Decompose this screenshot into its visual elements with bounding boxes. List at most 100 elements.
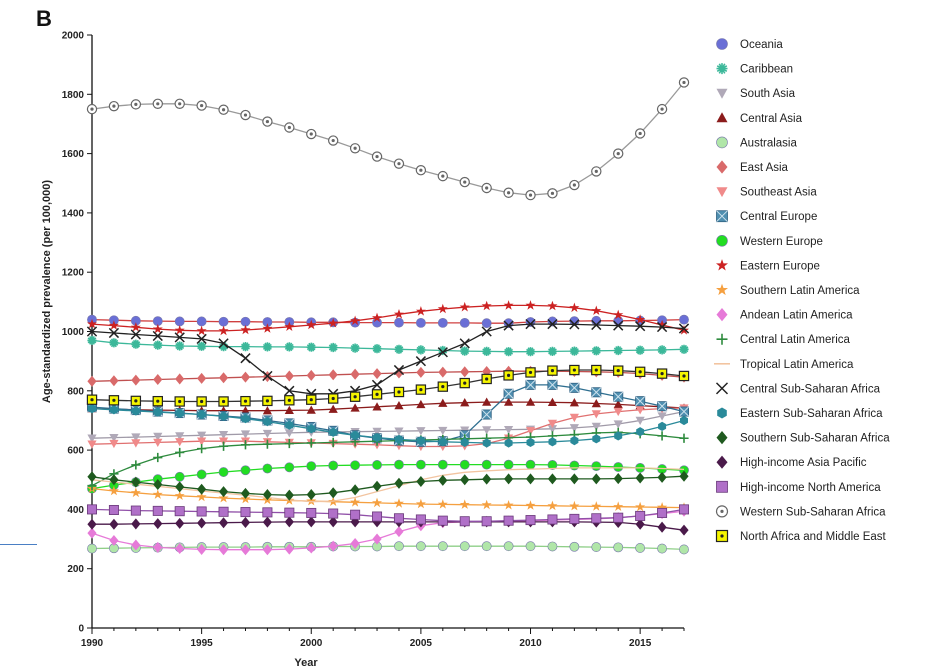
data-point — [152, 489, 163, 499]
series-line — [91, 545, 685, 551]
data-point — [569, 424, 579, 433]
data-point — [130, 395, 142, 407]
marker-cross — [591, 387, 602, 398]
data-point — [328, 437, 338, 447]
series-high-income-north-america — [87, 504, 690, 527]
marker-cross — [716, 210, 728, 223]
data-point — [613, 462, 624, 472]
y-tick-label: 2000 — [62, 31, 85, 42]
legend-item-north-africa-and-middle-east: North Africa and Middle East — [715, 529, 887, 543]
data-point — [109, 375, 119, 387]
data-point — [679, 406, 690, 417]
marker-dot — [550, 369, 555, 373]
data-point — [394, 367, 404, 379]
data-point — [131, 439, 141, 448]
data-point — [547, 318, 558, 330]
data-point — [372, 368, 382, 380]
marker-dot — [309, 132, 313, 136]
data-point — [262, 342, 273, 352]
data-point — [415, 514, 426, 525]
data-point — [87, 481, 97, 491]
series-line — [91, 475, 685, 496]
data-point — [481, 459, 492, 470]
data-point — [350, 343, 360, 353]
marker-dot — [375, 154, 379, 159]
legend-label: Southeast Asia — [740, 187, 817, 199]
series-line — [91, 467, 685, 503]
data-point — [218, 517, 229, 529]
marker-cross — [657, 401, 668, 412]
legend-label: Caribbean — [740, 64, 793, 76]
data-point — [613, 365, 624, 376]
marker-dot — [720, 534, 724, 538]
data-point — [657, 507, 668, 518]
data-point — [350, 484, 360, 496]
series-line — [91, 370, 685, 382]
legend-swatch — [716, 235, 728, 247]
series-south-asia — [87, 407, 689, 443]
data-point — [88, 404, 96, 414]
data-point — [86, 394, 98, 405]
legend-swatch — [716, 210, 728, 223]
data-point — [284, 122, 295, 133]
data-point — [219, 411, 228, 421]
data-point — [394, 526, 404, 538]
data-point — [152, 323, 163, 334]
legend-item-andean-latin-america: Andean Latin America — [716, 308, 853, 322]
data-point — [306, 507, 317, 518]
data-point — [525, 300, 536, 310]
data-point — [415, 498, 426, 509]
data-point — [657, 543, 667, 554]
legend-item-central-asia: Central Asia — [716, 112, 803, 125]
data-point — [196, 316, 207, 327]
data-point — [525, 473, 536, 485]
data-point — [658, 421, 667, 431]
data-point — [679, 314, 689, 325]
series-line — [91, 407, 685, 444]
data-point — [131, 476, 141, 488]
legend-item-southern-latin-america: Southern Latin America — [716, 283, 860, 297]
data-point — [284, 489, 294, 501]
data-point — [153, 432, 163, 442]
data-point — [459, 499, 470, 509]
data-point — [328, 369, 338, 381]
marker-dot — [506, 191, 511, 195]
data-point — [438, 437, 447, 447]
data-point — [108, 320, 119, 330]
data-point — [416, 366, 426, 378]
data-point — [415, 384, 427, 395]
marker-dot — [353, 395, 357, 399]
marker-dot — [485, 377, 489, 381]
data-point — [218, 316, 229, 327]
data-point — [349, 143, 361, 154]
legend-label: High-income North America — [740, 482, 881, 494]
data-point — [395, 434, 403, 444]
data-point — [197, 431, 207, 440]
data-point — [240, 430, 251, 439]
data-point — [240, 516, 251, 528]
data-point — [152, 98, 163, 109]
data-point — [416, 436, 425, 446]
data-point — [328, 487, 338, 499]
marker-cross — [525, 379, 536, 390]
marker-dot — [112, 398, 116, 402]
data-point — [350, 368, 360, 380]
marker-dot — [528, 370, 533, 375]
data-point — [87, 375, 97, 387]
legend-label: Western Sub-Saharan Africa — [740, 506, 886, 518]
data-point — [437, 347, 448, 358]
data-point — [613, 309, 624, 320]
y-axis-title: Age-standardized prevalence (per 100,000… — [41, 180, 53, 403]
legend-label: Eastern Europe — [740, 260, 820, 272]
data-point — [591, 473, 601, 485]
x-tick-label: 1995 — [191, 638, 214, 649]
data-point — [613, 407, 623, 417]
data-point — [196, 469, 207, 480]
data-point — [503, 370, 514, 381]
data-point — [613, 345, 623, 356]
data-point — [262, 429, 273, 439]
marker-dot — [485, 186, 489, 190]
data-point — [130, 99, 142, 110]
data-point — [306, 319, 317, 330]
data-point — [503, 397, 514, 406]
